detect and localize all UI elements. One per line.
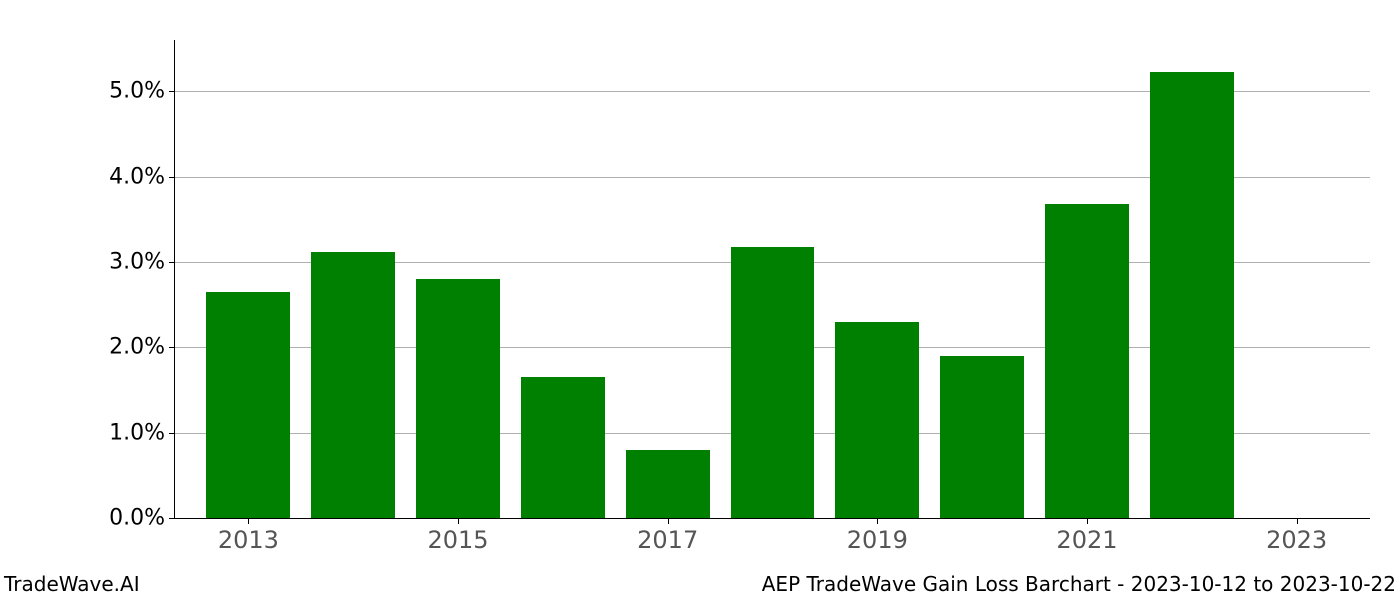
x-tick-label: 2017	[637, 518, 698, 554]
bar	[311, 252, 395, 518]
bar	[416, 279, 500, 518]
x-tick-label: 2013	[218, 518, 279, 554]
y-tick-label: 4.0%	[109, 164, 175, 189]
y-tick-label: 1.0%	[109, 420, 175, 445]
footer-right-text: AEP TradeWave Gain Loss Barchart - 2023-…	[762, 572, 1396, 596]
x-tick-label: 2015	[427, 518, 488, 554]
bar	[206, 292, 290, 518]
footer-left-text: TradeWave.AI	[4, 572, 140, 596]
bar	[1150, 72, 1234, 518]
y-tick-label: 3.0%	[109, 249, 175, 274]
axis-spine-left	[174, 40, 175, 518]
bar	[626, 450, 710, 518]
y-tick-label: 2.0%	[109, 335, 175, 360]
y-tick-label: 0.0%	[109, 506, 175, 531]
axis-spine-bottom	[175, 518, 1370, 519]
x-tick-label: 2023	[1266, 518, 1327, 554]
x-tick-label: 2019	[847, 518, 908, 554]
figure: 0.0% 1.0% 2.0% 3.0% 4.0% 5.0% 2013 2015 2017 201…	[0, 0, 1400, 600]
plot-area: 0.0%1.0%2.0%3.0%4.0%5.0% 201320152017201…	[175, 40, 1370, 518]
bar	[521, 377, 605, 518]
bar	[940, 356, 1024, 518]
bar	[731, 247, 815, 518]
bar	[835, 322, 919, 518]
y-tick-label: 5.0%	[109, 79, 175, 104]
bar	[1045, 204, 1129, 518]
x-tick-label: 2021	[1056, 518, 1117, 554]
